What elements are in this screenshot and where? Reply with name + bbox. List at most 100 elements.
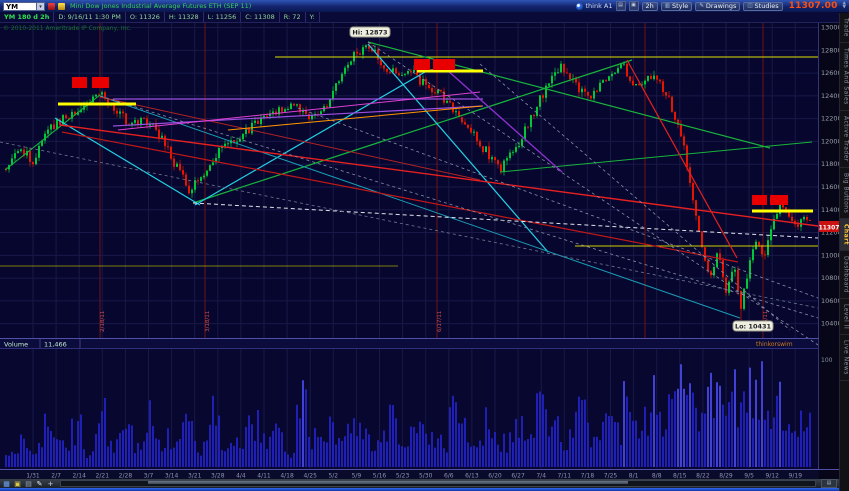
svg-text:9/5: 9/5: [744, 473, 754, 480]
svg-text:5/30: 5/30: [419, 473, 433, 480]
svg-text:8/1: 8/1: [629, 473, 639, 480]
svg-text:2/21: 2/21: [96, 473, 110, 480]
chart-title-bar: YM ▾ Mini Dow Jones Industrial Average F…: [0, 0, 849, 12]
chart-h-scrollbar[interactable]: [60, 480, 816, 487]
red-box-annotations[interactable]: [72, 59, 788, 205]
volume-bars: [5, 361, 811, 467]
svg-text:8/15: 8/15: [673, 473, 687, 480]
sidebar-tab-active-trader[interactable]: Active Trader: [839, 111, 849, 168]
drawings-button[interactable]: ✎ Drawings: [695, 1, 741, 11]
svg-text:4/25: 4/25: [303, 473, 317, 480]
chart-mini-icon[interactable]: [58, 2, 65, 10]
volume-label: Volume: [4, 341, 28, 349]
price-axis: 10400 10600 10800 11000 11200 11400 11600 11800…: [818, 23, 842, 470]
scrollbar-thumb[interactable]: [148, 481, 628, 484]
svg-text:6/20: 6/20: [488, 473, 502, 480]
svg-text:11800: 11800: [821, 160, 842, 168]
ohlc-bar-range: R: 72: [280, 12, 306, 22]
add-button[interactable]: +: [47, 479, 54, 488]
instrument-title: Mini Dow Jones Industrial Average Future…: [70, 2, 252, 10]
svg-text:5/2: 5/2: [328, 473, 338, 480]
grid-icon[interactable]: ▦: [3, 479, 10, 488]
gridlines: [0, 23, 818, 468]
layout-icon[interactable]: ▤: [615, 1, 626, 11]
symbol-dropdown-icon[interactable]: ▾: [37, 1, 45, 11]
sidebar-tab-chart[interactable]: Chart: [839, 218, 849, 251]
svg-text:Hi: 12873: Hi: 12873: [352, 29, 387, 37]
volume-study-header: Volume 11,466 thinkorswim 100: [4, 339, 833, 364]
price-down-icon[interactable]: ▼: [842, 5, 846, 10]
svg-text:3/7: 3/7: [144, 473, 154, 480]
svg-text:11307: 11307: [819, 225, 840, 232]
sidebar-tab-big-buttons[interactable]: Big Buttons: [839, 168, 849, 219]
svg-text:6/6: 6/6: [444, 473, 454, 480]
flask-icon[interactable]: ▣: [14, 479, 21, 488]
svg-text:6/17/11: 6/17/11: [437, 311, 443, 332]
gadget-tab-strip: Trade Times And Sales Active Trader Big But…: [839, 13, 849, 491]
svg-text:11400: 11400: [821, 206, 842, 214]
price-up-icon[interactable]: ▲: [842, 0, 846, 6]
svg-text:7/11: 7/11: [558, 473, 572, 480]
svg-text:3/14: 3/14: [165, 473, 179, 480]
ohlc-bar-close: C: 11308: [241, 12, 280, 22]
svg-text:11000: 11000: [821, 251, 842, 259]
chart-type-icon[interactable]: ▤: [25, 479, 32, 488]
sidebar-tab-times-and-sales[interactable]: Times And Sales: [839, 43, 849, 111]
symbol-flag-icon[interactable]: [48, 2, 55, 10]
sidebar-tab-trade[interactable]: Trade: [839, 13, 849, 43]
candlesticks: [5, 42, 811, 321]
svg-text:3/21: 3/21: [188, 473, 202, 480]
svg-text:8/22: 8/22: [696, 473, 710, 480]
chart-bottom-toolbar: ▦ ▣ ▤ ✎ + ▤: [0, 479, 839, 488]
svg-text:12400: 12400: [821, 92, 842, 100]
svg-text:2/7: 2/7: [51, 473, 61, 480]
ohlc-bar-high: H: 11328: [165, 12, 204, 22]
sidebar-tab-live-news[interactable]: Live News: [839, 335, 849, 382]
ohlc-bar-date: D: 9/16/11 1:30 PM: [54, 12, 126, 22]
svg-text:5/23: 5/23: [396, 473, 410, 480]
last-price: 11307.00: [788, 1, 838, 11]
svg-text:7/18: 7/18: [581, 473, 595, 480]
svg-text:1/31: 1/31: [26, 473, 40, 480]
sidebar-tab-level-ii[interactable]: Level II: [839, 299, 849, 336]
window-bottom-strip: [0, 488, 849, 491]
svg-text:4/4: 4/4: [236, 473, 246, 480]
svg-text:12000: 12000: [821, 137, 842, 145]
settings-mini-icon[interactable]: ▣: [628, 1, 639, 11]
svg-text:9/12: 9/12: [765, 473, 779, 480]
svg-text:4/18: 4/18: [280, 473, 294, 480]
studies-button[interactable]: ◫ Studies: [743, 1, 783, 11]
watermark: thinkorswim: [756, 341, 793, 348]
svg-text:9/19: 9/19: [789, 473, 803, 480]
trendline-drawings[interactable]: [0, 41, 819, 346]
yellow-level-lines[interactable]: [58, 69, 813, 213]
panel-toggle-button[interactable]: ▤: [821, 479, 837, 488]
last-price-tag: 11307: [819, 221, 840, 232]
symbol-input[interactable]: YM: [3, 1, 37, 11]
studies-icon: ◫: [747, 3, 753, 9]
svg-text:8/8: 8/8: [652, 473, 662, 480]
svg-text:7/25: 7/25: [604, 473, 618, 480]
svg-text:2/28: 2/28: [119, 473, 133, 480]
svg-text:12800: 12800: [821, 46, 842, 54]
sidebar-tab-dashboard[interactable]: Dashboard: [839, 251, 849, 299]
svg-text:12600: 12600: [821, 69, 842, 77]
connection-status-icon: [575, 2, 583, 10]
svg-text:Lo: 10431: Lo: 10431: [735, 323, 772, 331]
svg-text:5/9: 5/9: [352, 473, 362, 480]
svg-text:10800: 10800: [821, 274, 842, 282]
svg-text:8/29: 8/29: [719, 473, 733, 480]
svg-text:2/14: 2/14: [72, 473, 86, 480]
account-label[interactable]: think A1: [585, 2, 613, 10]
timeframe-button[interactable]: 2h: [641, 1, 658, 11]
pencil-icon[interactable]: ✎: [36, 479, 43, 488]
svg-text:6/27: 6/27: [511, 473, 525, 480]
ohlc-bar-low: L: 11256: [204, 12, 242, 22]
hi-bubble: Hi: 12873: [349, 26, 391, 38]
volume-value: 11,466: [44, 341, 67, 349]
ohlc-bar-open: O: 11326: [126, 12, 165, 22]
svg-text:10400: 10400: [821, 320, 842, 328]
style-button[interactable]: ▥ Style: [660, 1, 693, 11]
